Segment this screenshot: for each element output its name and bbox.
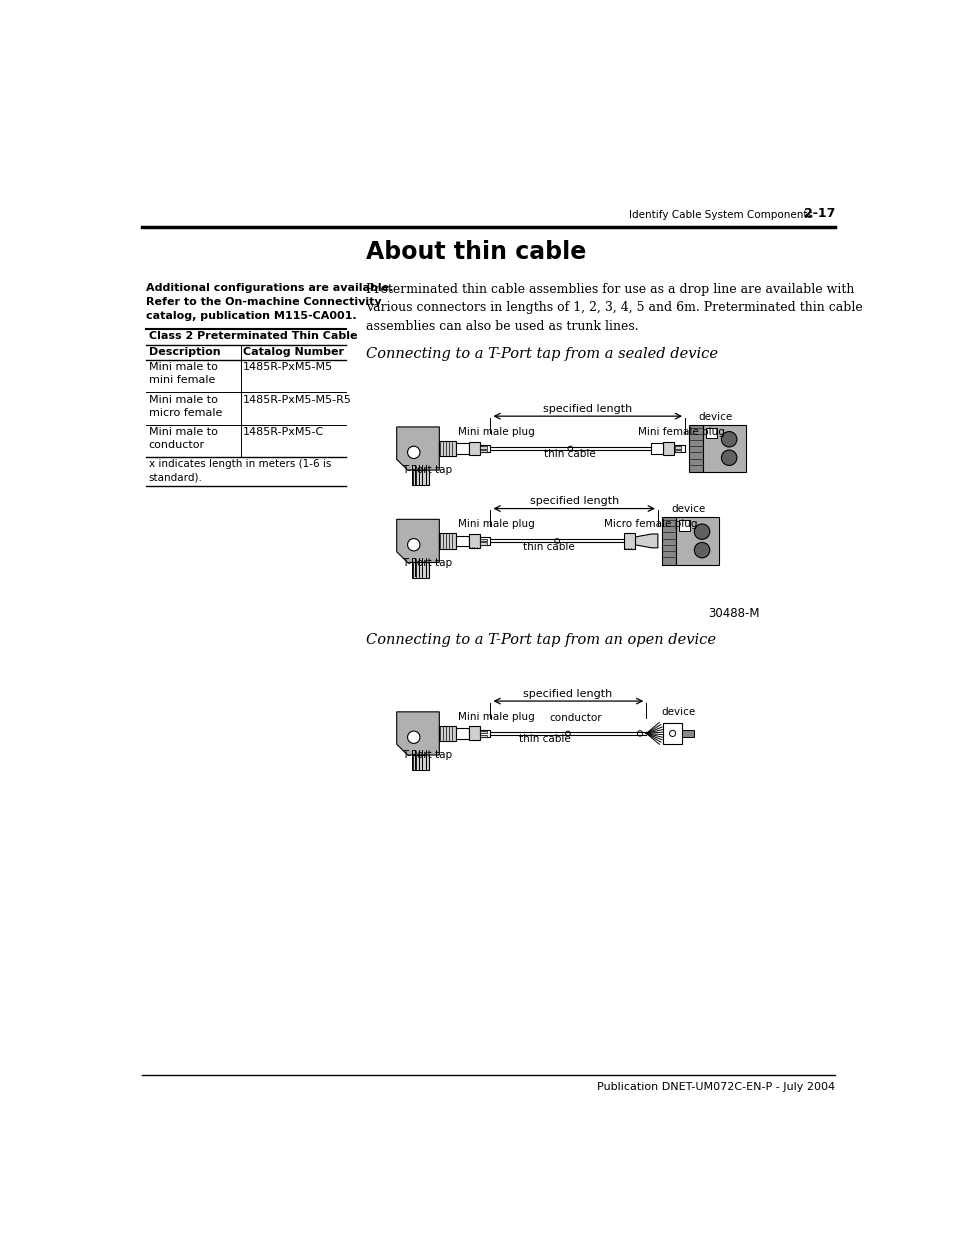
Bar: [456, 443, 468, 454]
Text: Catalog Number: Catalog Number: [243, 347, 344, 357]
Text: 30488-M: 30488-M: [707, 608, 759, 620]
Text: 1485R-PxM5-M5: 1485R-PxM5-M5: [243, 362, 333, 372]
Polygon shape: [634, 534, 658, 548]
Circle shape: [407, 446, 419, 458]
Text: Mini male plug: Mini male plug: [457, 711, 534, 721]
Text: Mini male to
conductor: Mini male to conductor: [149, 427, 217, 450]
Bar: [456, 727, 468, 739]
Text: Class 2 Preterminated Thin Cable: Class 2 Preterminated Thin Cable: [149, 331, 356, 341]
Bar: [662, 722, 681, 745]
Text: 1485R-PxM5-C: 1485R-PxM5-C: [243, 427, 324, 437]
Circle shape: [565, 731, 570, 736]
Text: thin cable: thin cable: [544, 450, 596, 459]
Text: Preterminated thin cable assemblies for use as a drop line are available with
va: Preterminated thin cable assemblies for …: [365, 283, 862, 333]
Text: conductor: conductor: [549, 714, 601, 724]
Text: Connecting to a T-Port tap from a sealed device: Connecting to a T-Port tap from a sealed…: [365, 347, 717, 361]
Circle shape: [720, 431, 736, 447]
Bar: [468, 726, 479, 740]
Bar: [412, 755, 426, 771]
Circle shape: [567, 446, 572, 451]
Bar: [439, 441, 456, 456]
Text: T-Port tap: T-Port tap: [402, 558, 452, 568]
Bar: [479, 445, 490, 452]
Text: 2-17: 2-17: [803, 206, 835, 220]
Bar: [674, 446, 680, 448]
Bar: [702, 425, 745, 472]
Bar: [479, 730, 490, 737]
Bar: [480, 731, 486, 734]
Text: Mini female plug: Mini female plug: [638, 427, 724, 437]
Text: x indicates length in meters (1-6 is
standard).: x indicates length in meters (1-6 is sta…: [149, 459, 331, 483]
Circle shape: [407, 731, 419, 743]
Bar: [414, 556, 429, 578]
Polygon shape: [396, 427, 439, 471]
Bar: [414, 748, 429, 771]
Text: device: device: [699, 411, 732, 421]
Text: Micro female plug: Micro female plug: [603, 520, 697, 530]
Bar: [623, 534, 634, 548]
Bar: [480, 735, 486, 737]
Bar: [679, 520, 689, 531]
Bar: [439, 726, 456, 741]
Bar: [480, 446, 486, 448]
Bar: [479, 537, 490, 545]
Circle shape: [637, 731, 642, 736]
Bar: [705, 427, 716, 438]
Text: Identify Cable System Components: Identify Cable System Components: [629, 210, 812, 220]
Bar: [414, 464, 429, 485]
Text: device: device: [671, 504, 705, 514]
Bar: [456, 536, 468, 546]
Text: T-Port tap: T-Port tap: [402, 751, 452, 761]
Text: thin cable: thin cable: [523, 542, 575, 552]
Text: T-Port tap: T-Port tap: [402, 466, 452, 475]
Bar: [439, 534, 456, 548]
Polygon shape: [396, 711, 439, 755]
Bar: [674, 445, 684, 452]
Text: Publication DNET-UM072C-EN-P - July 2004: Publication DNET-UM072C-EN-P - July 2004: [597, 1082, 835, 1092]
Circle shape: [669, 730, 675, 736]
Circle shape: [555, 538, 558, 543]
Text: Mini male to
mini female: Mini male to mini female: [149, 362, 217, 385]
Bar: [480, 542, 486, 545]
Bar: [468, 442, 479, 456]
Text: Connecting to a T-Port tap from an open device: Connecting to a T-Port tap from an open …: [365, 634, 715, 647]
Text: 1485R-PxM5-M5-R5: 1485R-PxM5-M5-R5: [243, 395, 352, 405]
Polygon shape: [396, 520, 439, 562]
Text: specified length: specified length: [523, 689, 612, 699]
Bar: [480, 538, 486, 541]
Text: Mini male to
micro female: Mini male to micro female: [149, 395, 222, 417]
Bar: [661, 517, 675, 564]
Bar: [681, 730, 694, 737]
Text: About thin cable: About thin cable: [365, 240, 585, 264]
Circle shape: [720, 450, 736, 466]
Bar: [412, 471, 426, 485]
Bar: [412, 562, 426, 578]
Bar: [468, 534, 479, 548]
Circle shape: [694, 542, 709, 558]
Bar: [662, 442, 674, 456]
Text: device: device: [661, 708, 695, 718]
Text: Description: Description: [149, 347, 220, 357]
Text: thin cable: thin cable: [518, 734, 570, 745]
Bar: [480, 450, 486, 452]
Circle shape: [694, 524, 709, 540]
Circle shape: [407, 538, 419, 551]
Bar: [650, 443, 662, 454]
Text: specified length: specified length: [529, 496, 618, 506]
Bar: [675, 517, 719, 564]
Text: Mini male plug: Mini male plug: [457, 427, 534, 437]
Bar: [688, 425, 702, 472]
Text: specified length: specified length: [542, 404, 631, 414]
Bar: [674, 450, 680, 452]
Text: Additional configurations are available.
Refer to the On-machine Connectivity
ca: Additional configurations are available.…: [146, 283, 394, 321]
Text: Mini male plug: Mini male plug: [457, 520, 534, 530]
